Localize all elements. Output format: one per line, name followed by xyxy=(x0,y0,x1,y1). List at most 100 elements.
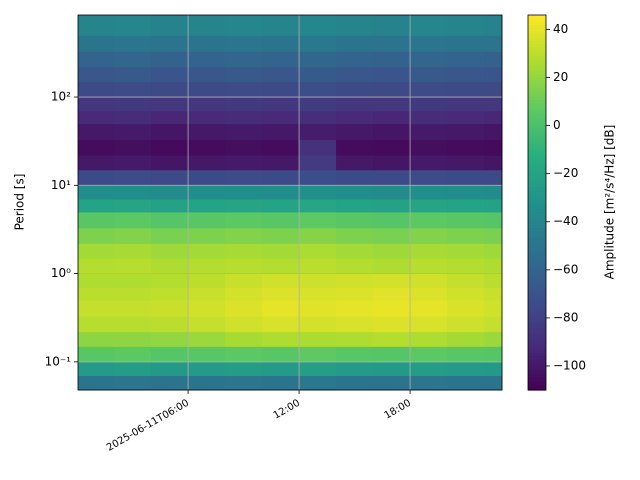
cell xyxy=(225,110,263,125)
colorbar-band xyxy=(528,290,546,294)
cell xyxy=(151,346,189,363)
colorbar-band xyxy=(528,293,546,297)
cell xyxy=(410,81,448,98)
cell xyxy=(225,155,263,171)
cell xyxy=(484,169,503,186)
cell xyxy=(299,97,337,112)
cell xyxy=(484,198,503,213)
y-tick-label: 10⁻¹ xyxy=(45,354,72,368)
cell xyxy=(262,185,300,200)
cell xyxy=(447,139,485,156)
colorbar-band xyxy=(528,93,546,97)
cell xyxy=(78,169,115,186)
cell xyxy=(188,185,226,200)
cell xyxy=(114,66,152,82)
cell xyxy=(262,155,300,171)
colorbar-band xyxy=(528,55,546,60)
cell xyxy=(225,316,263,333)
colorbar-band xyxy=(528,374,546,379)
cell xyxy=(262,300,300,317)
cell xyxy=(225,51,263,68)
cell xyxy=(78,155,115,171)
cell xyxy=(447,361,485,377)
colorbar-band xyxy=(528,271,546,275)
colorbar-band xyxy=(528,255,546,260)
cell xyxy=(114,243,152,259)
cell xyxy=(262,15,300,36)
cell xyxy=(78,346,115,363)
colorbar-band xyxy=(528,324,546,329)
x-tick-label: 18:00 xyxy=(383,398,413,422)
cell xyxy=(151,316,189,333)
cell xyxy=(336,198,374,213)
cell xyxy=(262,361,300,377)
cell xyxy=(373,243,411,259)
cell xyxy=(151,15,189,36)
cell xyxy=(373,316,411,333)
cell xyxy=(373,139,411,156)
colorbar-band xyxy=(528,246,546,250)
cell xyxy=(410,375,448,391)
colorbar-band xyxy=(528,215,546,219)
cell xyxy=(151,258,189,275)
cell xyxy=(336,258,374,275)
cell xyxy=(336,51,374,68)
colorbar-band xyxy=(528,380,546,385)
cell xyxy=(188,361,226,377)
colorbar-band xyxy=(528,77,546,82)
cell xyxy=(447,97,485,112)
cell xyxy=(299,123,337,141)
colorbar-frame xyxy=(527,14,547,391)
x-tick-label: 12:00 xyxy=(272,398,302,422)
colorbar-band xyxy=(528,308,546,313)
cell xyxy=(373,300,411,317)
y-tick-label: 10² xyxy=(51,90,71,104)
cell xyxy=(484,35,503,52)
colorbar-tick-label: −20 xyxy=(553,166,578,180)
cell xyxy=(484,110,503,125)
colorbar-band xyxy=(528,321,546,325)
cell xyxy=(410,155,448,171)
cell xyxy=(151,300,189,317)
colorbar-band xyxy=(528,327,546,332)
cell xyxy=(151,139,189,156)
cell xyxy=(484,375,503,391)
cell xyxy=(373,361,411,377)
cell xyxy=(114,51,152,68)
cell xyxy=(336,35,374,52)
colorbar-band xyxy=(528,196,546,200)
colorbar-band xyxy=(528,43,546,47)
cell xyxy=(78,110,115,125)
cell xyxy=(410,258,448,275)
colorbar-band xyxy=(528,236,546,241)
cell xyxy=(447,243,485,259)
cell xyxy=(225,169,263,186)
cell xyxy=(373,185,411,200)
cell xyxy=(114,139,152,156)
cell xyxy=(151,81,189,98)
colorbar-band xyxy=(528,130,546,135)
cell xyxy=(262,227,300,244)
cell xyxy=(114,35,152,52)
cell xyxy=(410,139,448,156)
colorbar-band xyxy=(528,68,546,72)
cell xyxy=(78,81,115,98)
cell xyxy=(225,273,263,288)
cell xyxy=(299,287,337,301)
cell xyxy=(373,81,411,98)
cell xyxy=(262,198,300,213)
cell xyxy=(336,169,374,186)
cell xyxy=(299,273,337,288)
cell xyxy=(410,331,448,347)
cell xyxy=(225,258,263,275)
cell xyxy=(114,331,152,347)
colorbar-band xyxy=(528,199,546,204)
cell xyxy=(151,287,189,301)
cell xyxy=(114,185,152,200)
cell xyxy=(188,169,226,186)
cell xyxy=(299,227,337,244)
cell xyxy=(299,331,337,347)
colorbar-band xyxy=(528,343,546,347)
cell xyxy=(114,110,152,125)
cell xyxy=(114,155,152,171)
